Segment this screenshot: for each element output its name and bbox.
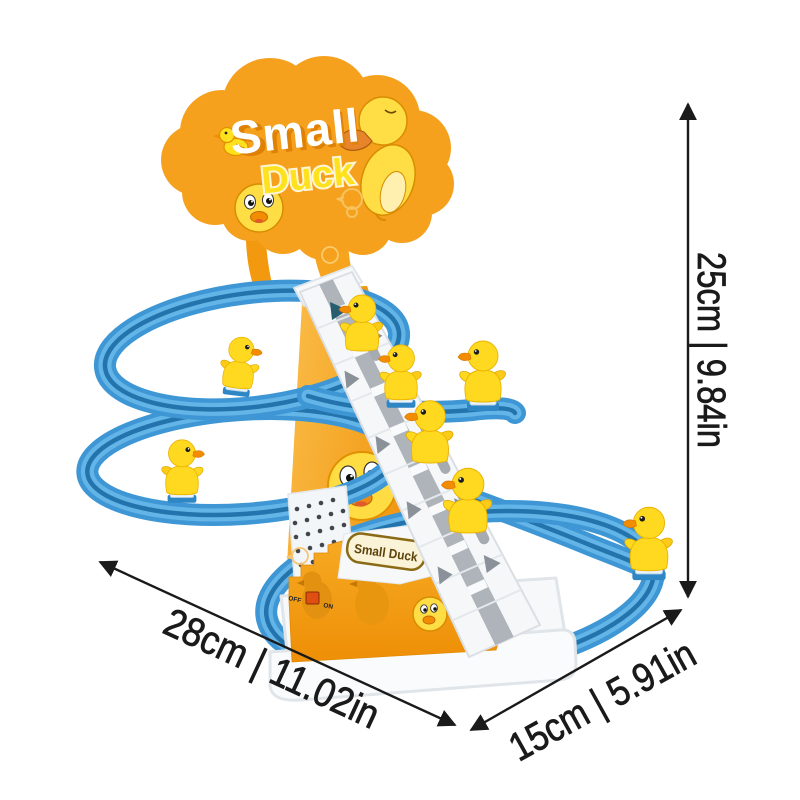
watermark-duck-outline: [321, 246, 339, 264]
toy-duck: [216, 335, 264, 398]
panel-duckling-face: [412, 596, 448, 632]
duckling-face-icon: [234, 183, 284, 233]
dimension-width-line: [98, 560, 457, 727]
top-teal-step: [330, 302, 348, 320]
sign-title-shadow: Small: [233, 101, 363, 167]
track-upper-exit: [297, 385, 526, 424]
toy-duck: [160, 440, 204, 503]
switch-button: [305, 591, 320, 605]
small-duck-icon: [213, 126, 249, 157]
dimension-depth-line: [469, 608, 683, 732]
sign-board: Small Small Duck: [161, 56, 454, 302]
height-label: 25cm | 9.84in: [689, 252, 733, 448]
big-duck-icon: [339, 96, 416, 222]
watermark-duck-outline: [335, 188, 363, 218]
track-upper-loop: [93, 279, 411, 421]
dimension-annotations: [98, 102, 697, 732]
